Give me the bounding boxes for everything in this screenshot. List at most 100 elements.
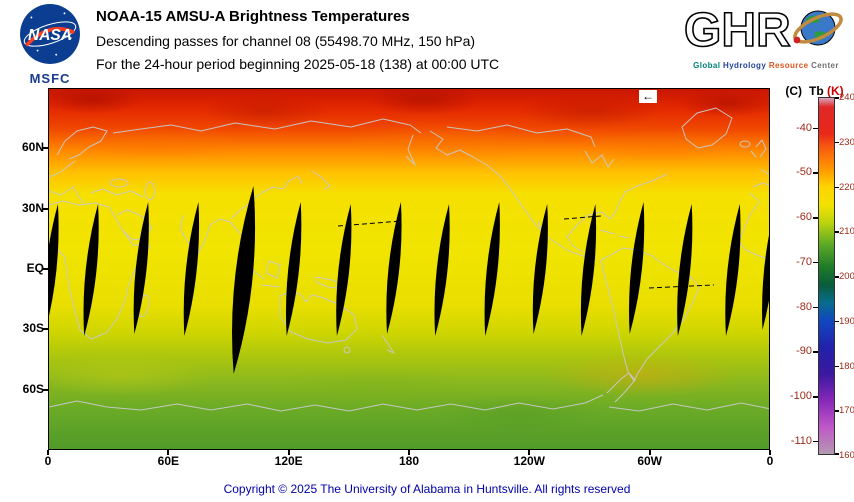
x-axis-label: 120W <box>513 454 545 468</box>
x-axis-label: 60W <box>637 454 662 468</box>
x-axis-tick <box>528 450 531 455</box>
colorbar-celsius-tick-label: -60 <box>796 211 812 224</box>
swath-gap <box>336 203 352 337</box>
swath-gap <box>83 203 99 337</box>
colorbar-kelvin-tick-label: 200 <box>839 271 854 282</box>
swath-gap <box>580 203 597 337</box>
x-axis-tick <box>769 450 771 455</box>
colorbar-tb-label: Tb <box>809 84 824 98</box>
swath-gap <box>232 186 256 375</box>
x-axis-tick <box>648 450 651 455</box>
colorbar-kelvin-tick-label: 210 <box>839 226 854 238</box>
colorbar-k-unit: (K) <box>827 84 844 98</box>
swath-gap <box>49 203 59 337</box>
page-title: NOAA-15 AMSU-A Brightness Temperatures <box>96 8 410 25</box>
y-axis-label: 30S <box>22 321 44 336</box>
y-axis-tick <box>42 207 48 210</box>
swath-gap <box>183 201 200 336</box>
colorbar-celsius-tick-label: -40 <box>796 121 812 134</box>
swath-gap <box>762 205 769 330</box>
map-texture <box>49 89 769 449</box>
colorbar-kelvin-tick-label: 180 <box>839 360 854 372</box>
brightness-temperature-map: ← <box>48 88 770 450</box>
x-axis-tick <box>47 450 49 455</box>
x-axis-tick <box>408 450 410 455</box>
colorbar-celsius-title: (C) <box>785 84 802 98</box>
colorbar-celsius-tick <box>813 396 818 398</box>
swath-gap <box>484 201 500 336</box>
ghrc-orbit-dot-icon <box>793 36 801 44</box>
swath-gap <box>133 201 149 334</box>
swath-gap <box>725 203 741 337</box>
x-axis-label: 60E <box>157 454 179 468</box>
swath-gap <box>386 201 402 334</box>
y-axis-label: 60N <box>21 140 44 155</box>
swath-gap <box>677 203 693 337</box>
coastlines <box>49 107 769 412</box>
colorbar <box>818 97 835 455</box>
colorbar-kelvin-tick <box>835 141 839 144</box>
ghrc-tagline-word: Global <box>693 61 721 70</box>
y-axis-label: 60S <box>22 381 44 396</box>
ghrc-letters: GHR <box>684 4 791 57</box>
colorbar-celsius-tick <box>813 217 818 219</box>
page-subtitle-channel: Descending passes for channel 08 (55498.… <box>96 33 476 49</box>
direction-arrow: ← <box>639 90 657 103</box>
colorbar-celsius-tick-label: -70 <box>796 255 812 268</box>
colorbar-celsius-tick <box>813 172 818 174</box>
y-axis-tick <box>42 268 48 270</box>
colorbar-celsius-tick-label: -100 <box>789 390 812 403</box>
colorbar-celsius-tick <box>813 440 818 443</box>
swath-gap <box>532 203 548 334</box>
colorbar-kelvin-tick <box>835 410 839 412</box>
swath-gap <box>285 201 302 336</box>
colorbar-kelvin-tick <box>835 231 839 233</box>
y-axis-label: 30N <box>21 200 44 215</box>
ghrc-tagline-word: Resource <box>768 61 809 70</box>
colorbar-celsius-tick-label: -90 <box>796 345 812 358</box>
y-axis-tick <box>42 328 48 331</box>
colorbar-kelvin-tick <box>835 186 839 188</box>
page-subtitle-period: For the 24-hour period beginning 2025-05… <box>96 56 500 72</box>
nasa-wordmark: NASA <box>28 27 72 44</box>
colorbar-celsius-tick <box>813 127 818 130</box>
colorbar-kelvin-tick-label: 240 <box>839 92 854 103</box>
colorbar-celsius-tick <box>813 306 818 309</box>
colorbar-celsius-tick-label: -110 <box>790 434 812 447</box>
x-axis-label: 120E <box>274 454 303 468</box>
x-axis-label: 0 <box>766 454 774 468</box>
nasa-msfc-label: MSFC <box>29 71 71 86</box>
ghrc-tagline-word: Center <box>811 61 839 70</box>
colorbar-celsius-tick-label: -50 <box>796 166 812 179</box>
colorbar-kelvin-tick <box>835 453 839 455</box>
colorbar-kelvin-tick <box>835 320 839 323</box>
colorbar-kelvin-tick <box>835 276 839 278</box>
ghrc-logo-icon: GHR <box>683 3 843 58</box>
swath-gap <box>629 201 645 334</box>
colorbar-celsius-tick <box>813 351 818 353</box>
y-axis-label: EQ <box>26 261 44 275</box>
colorbar-kelvin-tick-label: 220 <box>839 181 854 193</box>
x-axis-label: 0 <box>44 454 52 468</box>
swath-gap <box>434 203 450 337</box>
nasa-meatball-icon: NASA <box>20 4 80 64</box>
colorbar-celsius-tick <box>813 261 818 264</box>
colorbar-kelvin-title: Tb (K) <box>809 84 844 98</box>
colorbar-kelvin-tick-label: 190 <box>839 315 854 327</box>
ghrc-tagline-word: Hydrology <box>723 61 767 70</box>
x-axis-tick <box>287 450 290 455</box>
y-axis-tick <box>42 147 48 150</box>
colorbar-kelvin-tick <box>835 97 839 99</box>
swath-gaps <box>49 186 769 375</box>
x-axis-tick <box>167 450 170 455</box>
nasa-logo: NASA MSFC <box>12 3 88 86</box>
ghrc-logo: GHR Global Hydrology Resource Center <box>682 2 850 70</box>
ghrc-tagline: Global Hydrology Resource Center <box>682 61 850 70</box>
x-axis-label: 180 <box>398 454 420 468</box>
header-titles: NOAA-15 AMSU-A Brightness Temperatures D… <box>96 8 499 79</box>
colorbar-kelvin-tick-label: 160 <box>839 450 854 461</box>
copyright-notice: Copyright © 2025 The University of Alaba… <box>223 482 631 496</box>
colorbar-kelvin-tick-label: 230 <box>839 136 854 148</box>
colorbar-celsius-tick-label: -80 <box>796 300 812 313</box>
colorbar-kelvin-tick-label: 170 <box>839 405 854 417</box>
